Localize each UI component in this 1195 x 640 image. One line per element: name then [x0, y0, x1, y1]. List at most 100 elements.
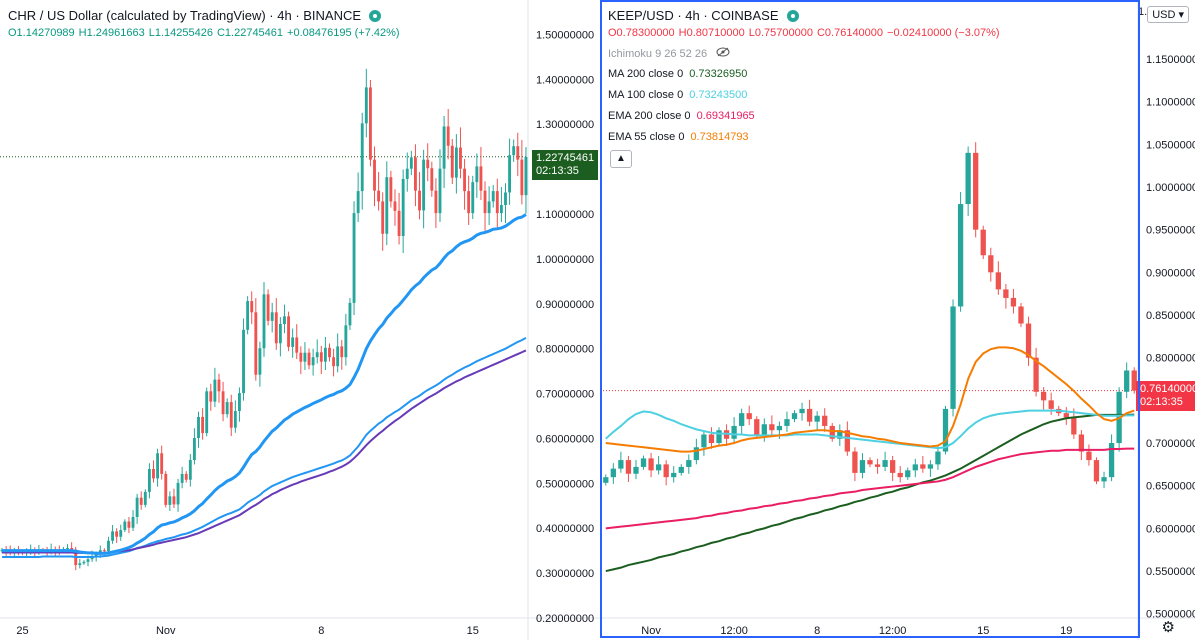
- y-tick-label: 1.10000000: [536, 209, 594, 221]
- candle-body: [336, 346, 340, 367]
- candle-body: [389, 177, 393, 202]
- candle-body: [1086, 451, 1092, 461]
- keep-open: O0.78300000: [608, 27, 675, 39]
- chr-last-price-tag: 1.22745461 02:13:35: [532, 150, 599, 180]
- candle-body: [225, 402, 229, 415]
- axis-top-tick: 1.: [1138, 6, 1148, 18]
- chr-close: C1.22745461: [216, 27, 284, 39]
- candle-body: [625, 460, 632, 474]
- candle-body: [479, 166, 483, 191]
- chr-last-price: 1.22745461: [536, 152, 595, 164]
- candle-body: [618, 460, 624, 469]
- candle-body: [799, 408, 805, 414]
- candle-body: [965, 152, 971, 205]
- candle-body: [1040, 391, 1047, 401]
- candle-body: [483, 190, 487, 214]
- candle-body: [188, 459, 192, 480]
- candle-body: [323, 347, 327, 362]
- indicator-ema200[interactable]: EMA 200 close 0 0.69341965: [608, 110, 755, 122]
- x-tick-label: 8: [318, 625, 324, 637]
- candle-body: [822, 415, 828, 426]
- keep-change: −0.02410000 (−3.07%): [887, 27, 1000, 39]
- x-tick-label: 15: [977, 625, 989, 637]
- chr-countdown: 02:13:35: [536, 165, 579, 177]
- candle-body: [229, 402, 233, 428]
- series-line: [2, 349, 527, 554]
- candle-body: [693, 447, 700, 461]
- market-open-icon: [786, 10, 799, 22]
- indicator-value: 0.69341965: [696, 110, 755, 122]
- candle-body: [385, 177, 389, 234]
- candle-body: [716, 430, 722, 444]
- series-line: [605, 409, 1135, 450]
- candle-body: [111, 531, 114, 541]
- candle-body: [701, 434, 707, 448]
- y-tick-label: 0.40000000: [536, 523, 594, 535]
- candle-body: [761, 424, 767, 435]
- candle-body: [776, 425, 783, 431]
- series-line: [605, 346, 1135, 453]
- candle-body: [86, 559, 90, 562]
- currency-label: USD: [1152, 9, 1176, 21]
- indicator-ichimoku[interactable]: Ichimoku 9 26 52 26: [608, 47, 730, 60]
- gear-icon[interactable]: ⚙: [1161, 619, 1175, 636]
- chr-chart-pane[interactable]: 0.20000000 0.30000000 0.40000000 0.50000000…: [0, 0, 600, 640]
- candle-body: [814, 415, 820, 422]
- candle-body: [1093, 460, 1100, 482]
- candle-body: [973, 152, 979, 230]
- candle-body: [475, 166, 479, 183]
- candle-body: [1033, 357, 1039, 392]
- candle-body: [463, 168, 466, 192]
- candle-body: [373, 159, 376, 191]
- candle-body: [905, 470, 911, 478]
- candle-body: [107, 540, 110, 552]
- candle-body: [233, 411, 237, 428]
- y-tick-label: 1.50000000: [536, 29, 594, 41]
- candle-body: [115, 531, 119, 537]
- candle-body: [319, 352, 323, 362]
- y-tick-label: 0.20000000: [536, 613, 594, 625]
- indicator-ma100[interactable]: MA 100 close 0 0.73243500: [608, 89, 747, 101]
- collapse-legend-button[interactable]: ▲: [610, 150, 632, 168]
- candle-body: [491, 191, 495, 202]
- series-line: [605, 413, 1135, 573]
- y-tick-label: 0.80000000: [536, 344, 594, 356]
- candle-body: [307, 352, 311, 366]
- candle-body: [1003, 289, 1009, 298]
- chr-chart[interactable]: 0.20000000 0.30000000 0.40000000 0.50000000…: [0, 0, 600, 640]
- candle-body: [393, 201, 397, 211]
- currency-select[interactable]: USD ▾: [1147, 6, 1189, 23]
- candle-body: [172, 496, 176, 505]
- y-tick-label: 0.95000000: [1146, 225, 1195, 237]
- candle-body: [784, 419, 790, 426]
- candle-body: [139, 497, 143, 505]
- candle-body: [119, 530, 123, 537]
- candle-body: [829, 425, 835, 439]
- candle-body: [340, 346, 344, 358]
- indicator-value: 0.73814793: [690, 131, 749, 143]
- eye-hidden-icon[interactable]: [716, 47, 730, 60]
- candle-body: [678, 466, 684, 473]
- candle-body: [950, 306, 956, 409]
- y-tick-label: 1.15000000: [1146, 54, 1195, 66]
- keep-ohlc: O0.78300000 H0.80710000 L0.75700000 C0.7614…: [608, 27, 1004, 39]
- candle-body: [867, 460, 873, 465]
- candle-body: [633, 466, 639, 474]
- candle-body: [270, 312, 274, 321]
- candle-body: [454, 147, 458, 178]
- y-tick-label: 0.60000000: [1146, 523, 1195, 535]
- candle-body: [995, 272, 1001, 290]
- candle-body: [381, 201, 385, 234]
- candle-body: [295, 337, 299, 353]
- indicator-ema55[interactable]: EMA 55 close 0 0.73814793: [608, 131, 749, 143]
- candle-body: [152, 468, 155, 479]
- y-tick-label: 0.30000000: [536, 568, 594, 580]
- candle-body: [242, 329, 245, 394]
- candle-body: [401, 178, 405, 236]
- candle-body: [368, 87, 372, 160]
- candle-body: [360, 123, 364, 192]
- candle-body: [504, 192, 507, 206]
- indicator-ma200[interactable]: MA 200 close 0 0.73326950: [608, 68, 747, 80]
- candle-body: [467, 191, 471, 214]
